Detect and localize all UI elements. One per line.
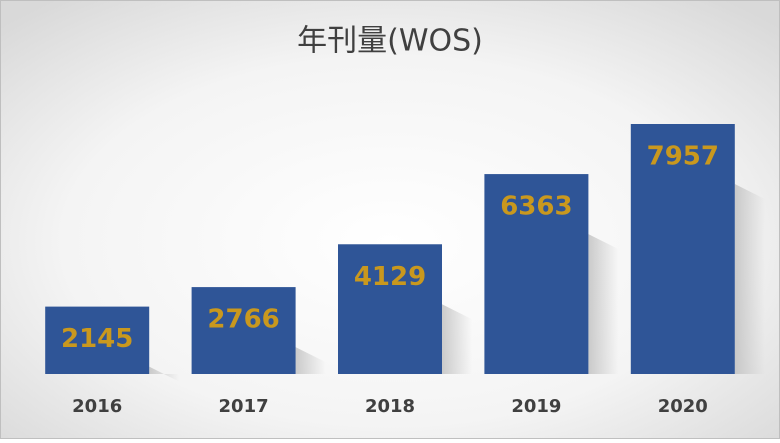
x-tick-label: 2016	[72, 396, 122, 417]
bar	[630, 124, 735, 374]
value-label: 2766	[207, 305, 279, 335]
bar-shadow	[588, 234, 619, 374]
bar-shadow	[295, 347, 326, 374]
bar	[338, 244, 442, 374]
x-tick-label: 2019	[511, 396, 561, 417]
bar	[191, 287, 296, 374]
value-label: 2145	[61, 324, 133, 354]
value-label: 7957	[647, 142, 719, 172]
bar	[45, 306, 150, 374]
x-tick-label: 2018	[365, 396, 415, 417]
value-label: 4129	[354, 262, 426, 292]
bar-shadow	[734, 184, 765, 374]
x-tick-label: 2017	[219, 396, 269, 417]
chart-title: 年刊量(WOS)	[297, 24, 483, 59]
x-tick-label: 2020	[658, 396, 708, 417]
bar-shadow	[149, 366, 180, 382]
bar	[484, 174, 589, 374]
bar-shadow	[442, 304, 472, 374]
value-label: 6363	[500, 192, 572, 222]
